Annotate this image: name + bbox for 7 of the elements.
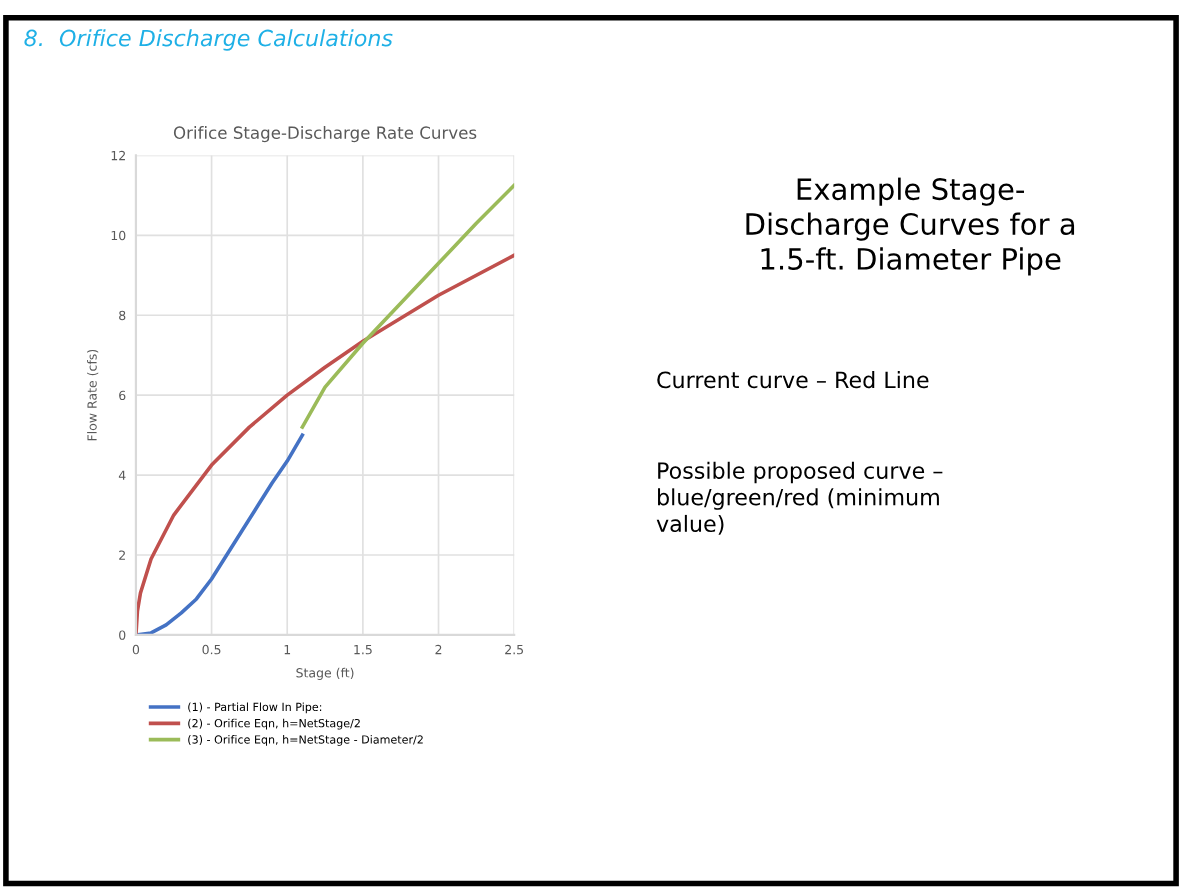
text: Example Stage- Discharge Curves for a 1.5-ft. Diameter Pipe — [746, 177, 1075, 276]
text: Current curve – Red Line — [657, 371, 929, 389]
text: Possible proposed curve – blue/green/red (minimum value) — [656, 461, 943, 535]
chart-title: Orifice Stage-Discharge Rate Curves — [173, 126, 477, 143]
line-series — [135, 433, 305, 635]
text: 8. Orifice Discharge Calculations — [24, 29, 393, 51]
line-series — [300, 183, 515, 429]
